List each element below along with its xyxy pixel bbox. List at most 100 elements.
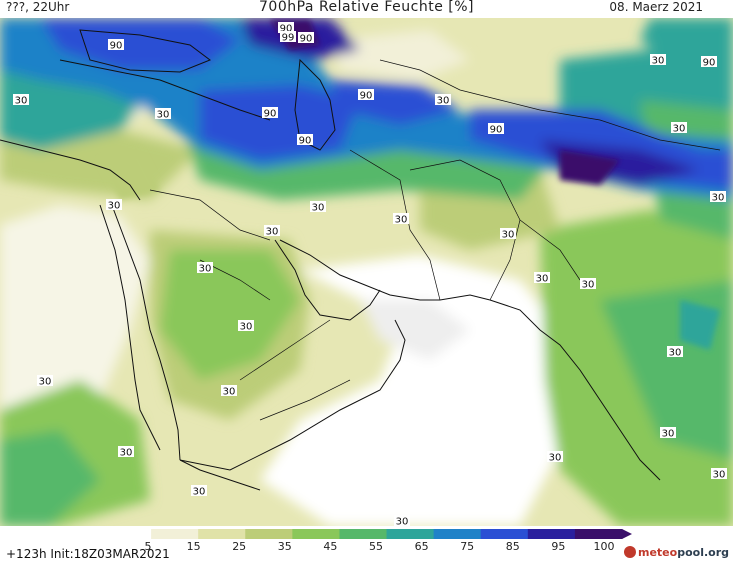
contour-label-text: 30 [662,429,675,440]
legend-tick: 5 [144,540,152,553]
contour-label: 30 [534,272,550,285]
legend-swatch [292,529,340,539]
contour-label-text: 30 [240,322,253,333]
contour-label-text: 30 [582,280,595,291]
contour-label: 30 [310,201,326,214]
contour-label: 30 [13,94,29,107]
contour-label: 30 [580,278,596,291]
legend-swatch [574,529,623,539]
contour-label-text: 30 [312,203,325,214]
contour-label: 90 [488,123,504,136]
contour-label-text: 30 [223,387,236,398]
contour-label-text: 30 [712,193,725,204]
contour-label-text: 30 [502,230,515,241]
legend-swatch [151,529,199,539]
contour-label: 30 [435,94,451,107]
legend-ticks: 5 15 25 35 45 55 65 75 85 95 100 [104,539,632,553]
contour-label: 30 [667,346,683,359]
contour-label: 30 [191,485,207,498]
contour-label-text: 90 [703,58,716,69]
contour-label-text: 30 [266,227,279,238]
contour-label-text: 90 [110,41,123,52]
map-title: 700hPa Relative Feuchte [%] [259,0,474,15]
contour-label: 90 [298,32,314,45]
contour-label: 30 [671,122,687,135]
contour-label: 30 [238,320,254,333]
legend-tick: 95 [551,540,566,553]
legend-tick: 25 [232,540,247,553]
legend-swatch [386,529,435,539]
legend-swatch [527,529,576,539]
contour-label-text: 30 [673,124,686,135]
contour-label-text: 30 [120,448,133,459]
contour-label-text: 90 [360,91,373,102]
legend-swatch [433,529,482,539]
contour-label: 90 [701,56,717,69]
top-bar: ???, 22Uhr 700hPa Relative Feuchte [%] 0… [0,0,733,18]
contour-label-text: 30 [652,56,665,67]
coastlines [0,29,721,491]
contour-label-text: 99 [282,33,295,44]
legend-tick: 15 [186,540,201,553]
contour-label: 30 [711,468,727,481]
contour-label-text: 30 [199,264,212,275]
humidity-map: 90 90 99 90 90 30 30 30 90 90 30 90 90 30 30 30 30 30 30 30… [0,18,733,526]
legend-swatch [198,529,246,539]
contour-label: 30 [393,213,409,226]
contour-label: 30 [118,446,134,459]
contour-label-text: 90 [299,136,312,147]
logo-icon [624,546,636,558]
contour-label-text: 30 [669,348,682,359]
logo-text-b: pool.org [677,546,729,559]
contour-label: 99 [280,31,296,44]
meteopool-logo[interactable]: meteopool.org [624,546,729,559]
contour-label: 30 [650,54,666,67]
contour-label: 30 [106,199,122,212]
contour-label: 90 [108,39,124,52]
legend-tick: 45 [323,540,338,553]
contour-label: 30 [264,225,280,238]
legend-swatch [104,529,152,539]
contour-label-text: 90 [264,109,277,120]
contour-label: 30 [221,385,237,398]
valid-date: 08. Maerz 2021 [609,0,703,14]
contour-label: 90 [297,134,313,147]
contour-label: 30 [500,228,516,241]
color-legend [104,529,632,539]
contour-label-text: 90 [300,34,313,45]
contour-label-text: 30 [396,517,409,527]
legend-swatch [339,529,388,539]
legend-tick: 55 [369,540,383,553]
contour-label-text: 30 [536,274,549,285]
model-run: +123h Init:18Z03MAR2021 [6,547,170,561]
contour-label: 30 [37,375,53,388]
legend-tick: 65 [414,540,429,553]
contour-label-text: 30 [108,201,121,212]
legend-swatch [245,529,293,539]
logo-text-a: meteo [638,546,678,559]
legend-tick: 100 [593,540,615,553]
contour-label-text: 30 [713,470,726,481]
contour-label: 30 [547,451,563,464]
contour-label-text: 30 [437,96,450,107]
contour-label-text: 30 [157,110,170,121]
legend-swatch [480,529,529,539]
contour-label-text: 30 [549,453,562,464]
legend-tick: 85 [505,540,520,553]
contour-label: 30 [660,427,676,440]
contour-label-text: 30 [193,487,206,498]
legend-tick: 75 [460,540,475,553]
contour-label-text: 90 [490,125,503,136]
contour-label: 90 [358,89,374,102]
contour-label-text: 90 [280,24,293,35]
legend-arrow [622,529,632,539]
contour-label: 30 [155,108,171,121]
contour-label: 30 [197,262,213,275]
legend-tick: 35 [277,540,292,553]
contour-label: 30 [394,515,410,526]
contour-label: 30 [710,191,726,204]
contour-label: 90 [262,107,278,120]
valid-time: ???, 22Uhr [6,0,70,14]
